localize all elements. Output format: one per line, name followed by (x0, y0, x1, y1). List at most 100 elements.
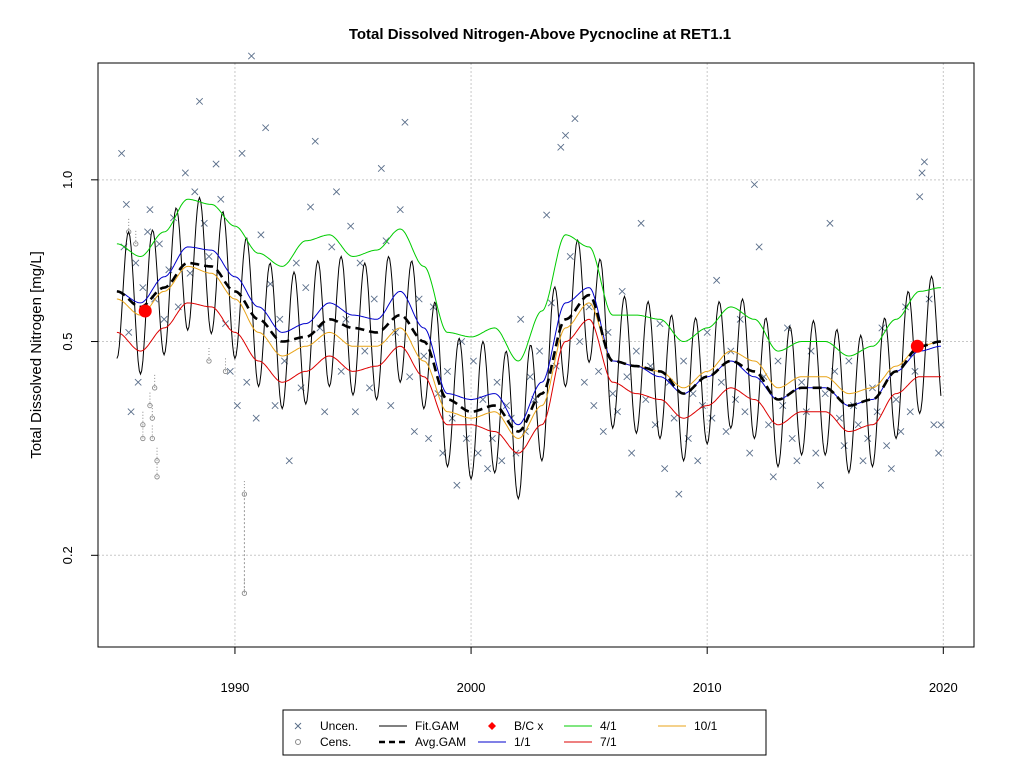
x-tick-label: 2010 (693, 680, 722, 695)
uncensored-point-stroke (517, 315, 525, 323)
uncensored-point (930, 421, 938, 429)
legend-label: 7/1 (600, 735, 617, 749)
uncensored-point (887, 465, 895, 473)
uncensored-point-stroke (361, 347, 369, 355)
uncensored-point (536, 347, 544, 355)
uncensored-point (736, 315, 744, 323)
uncensored-point (139, 284, 147, 292)
uncensored-point (732, 395, 740, 404)
uncensored-point-stroke (257, 231, 265, 239)
uncensored-point (708, 414, 716, 422)
uncensored-point (694, 457, 702, 465)
legend-entry-d4-1: 4/1 (564, 719, 617, 733)
uncensored-point (840, 442, 848, 450)
uncensored-point (160, 315, 168, 323)
uncensored-point-stroke (493, 378, 501, 386)
uncensored-point (125, 328, 133, 336)
uncensored-point-stroke (826, 219, 834, 227)
legend-label: Fit.GAM (415, 719, 459, 733)
uncensored-point-stroke (247, 52, 255, 60)
censored-point (140, 422, 146, 428)
uncensored-point (410, 427, 418, 436)
uncensored-point (127, 408, 135, 416)
uncensored-point (746, 449, 754, 457)
uncensored-point-stroke (642, 395, 650, 404)
uncensored-point (680, 357, 688, 365)
uncensored-point (670, 414, 678, 422)
uncensored-point (196, 97, 204, 105)
plot-frame (97, 62, 975, 648)
legend-label: Avg.GAM (415, 735, 466, 749)
uncensored-point-stroke (356, 259, 364, 267)
uncensored-point-stroke (918, 169, 926, 177)
uncensored-point (205, 252, 213, 260)
uncensored-point-stroke (887, 465, 895, 473)
uncensored-point (717, 378, 725, 386)
points-layer (118, 52, 945, 596)
uncensored-point (779, 402, 787, 410)
uncensored-point (453, 481, 461, 489)
uncensored-point (302, 284, 310, 292)
uncensored-point (474, 449, 482, 457)
uncensored-point-stroke (488, 434, 496, 442)
uncensored-point-stroke (561, 131, 570, 139)
uncensored-point-stroke (916, 193, 924, 201)
uncensored-point-stroke (233, 402, 241, 410)
uncensored-point (146, 206, 154, 214)
uncensored-point-stroke (271, 402, 279, 410)
uncensored-point-stroke (205, 252, 213, 260)
uncensored-point-stroke (845, 357, 853, 365)
uncensored-point-stroke (536, 347, 544, 355)
uncensored-point-stroke (628, 449, 636, 457)
uncensored-point (628, 449, 636, 457)
uncensored-point-stroke (741, 408, 749, 416)
uncensored-point-stroke (774, 357, 782, 365)
legend-entry-avg-gam: Avg.GAM (379, 735, 466, 749)
uncensored-point-stroke (878, 324, 886, 332)
uncensored-point-stroke (736, 315, 744, 323)
uncensored-point (788, 434, 796, 442)
uncensored-point (420, 352, 428, 360)
uncensored-point-stroke (661, 465, 669, 473)
legend-entry-bc: B/C x (488, 719, 543, 733)
legend-label: 4/1 (600, 719, 617, 733)
uncensored-point (217, 195, 225, 203)
fit-gam-line (116, 195, 942, 501)
censored-point (154, 458, 160, 464)
uncensored-point-stroke (618, 287, 626, 295)
legend-entry-uncen: Uncen. (294, 719, 358, 733)
uncensored-point-stroke (713, 276, 721, 284)
legend: Uncen. Cens. Fit.GAM Avg.GAM B/C x 1/1 4/1 7/1 1… (282, 709, 767, 756)
censored-point (133, 241, 139, 247)
uncensored-point (443, 367, 451, 375)
uncensored-point-stroke (370, 295, 378, 303)
uncensored-point (425, 434, 433, 442)
legend-marker (295, 739, 301, 745)
uncensored-point-stroke (812, 449, 820, 457)
uncensored-point (595, 367, 603, 375)
uncensored-point-stroke (897, 427, 905, 436)
x-tick-label: 1990 (220, 680, 249, 695)
uncensored-point-stroke (420, 352, 428, 360)
uncensored-point-stroke (689, 390, 697, 398)
uncensored-point (722, 427, 730, 436)
uncensored-point (469, 357, 477, 365)
uncensored-point-stroke (302, 284, 310, 292)
uncensored-point-stroke (502, 402, 511, 410)
uncensored-point (897, 427, 905, 436)
uncensored-point (247, 52, 255, 60)
axis-layer: 1990 2000 2010 2020 0.2 0.5 1.0 (60, 171, 958, 695)
uncensored-point (366, 384, 374, 392)
uncensored-point (262, 124, 270, 132)
avg-gam-line (116, 261, 942, 433)
uncensored-point (713, 276, 721, 284)
series-d7-1-line (116, 302, 941, 454)
uncensored-point (337, 367, 345, 375)
uncensored-point-stroke (125, 328, 133, 336)
uncensored-point-stroke (656, 320, 664, 328)
uncensored-point (774, 357, 782, 365)
uncensored-point-stroke (139, 284, 147, 292)
uncensored-point (226, 367, 234, 375)
x-tick-label: 2020 (929, 680, 958, 695)
uncensored-point (580, 378, 588, 386)
